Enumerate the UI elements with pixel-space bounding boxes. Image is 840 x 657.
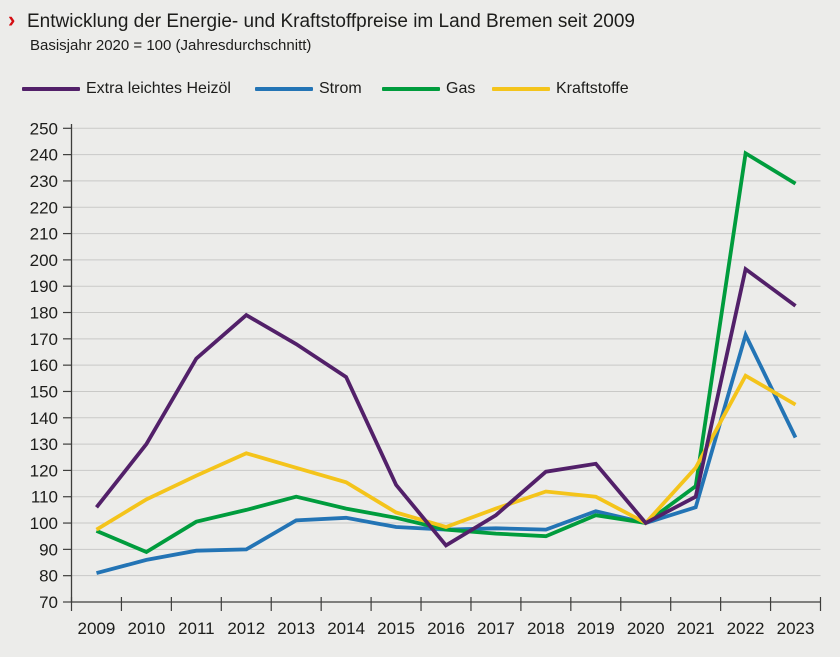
y-tick-label: 90 [39,540,58,559]
series-line-extra-leichtes-heiz-l [95,265,797,548]
legend-label: Kraftstoffe [556,80,629,97]
y-tick-label: 230 [30,172,58,191]
x-tick-label: 2016 [427,619,465,638]
x-tick-label: 2015 [377,619,415,638]
x-tick-label: 2014 [327,619,365,638]
x-tick-label: 2017 [477,619,515,638]
y-tick-label: 160 [30,356,58,375]
title-chevron-icon: › [8,7,16,32]
y-tick-label: 190 [30,277,58,296]
legend-line-icon [382,87,440,91]
x-tick-label: 2013 [277,619,315,638]
x-tick-label: 2019 [577,619,615,638]
y-tick-label: 220 [30,198,58,217]
y-tick-label: 150 [30,382,58,401]
series-line-strom [96,329,798,575]
chart-title: Entwicklung der Energie- und Kraftstoffp… [27,11,635,32]
x-tick-label: 2023 [777,619,815,638]
y-tick-label: 140 [30,409,58,428]
y-tick-label: 250 [30,119,58,138]
x-tick-label: 2009 [78,619,116,638]
legend-line-icon [492,87,550,91]
y-tick-label: 240 [30,146,58,165]
y-tick-label: 210 [30,225,58,244]
legend-line-icon [255,87,313,91]
y-tick-label: 120 [30,461,58,480]
y-tick-label: 180 [30,304,58,323]
y-tick-label: 110 [31,488,58,507]
y-tick-label: 130 [30,435,58,454]
series-line-gas [95,150,797,555]
y-tick-label: 170 [30,330,58,349]
x-tick-label: 2012 [227,619,265,638]
x-tick-label: 2018 [527,619,565,638]
x-tick-label: 2020 [627,619,665,638]
legend-label: Strom [319,80,362,97]
y-tick-label: 80 [39,567,58,586]
x-tick-label: 2010 [127,619,165,638]
legend-line-icon [22,87,80,91]
y-tick-label: 200 [30,251,58,270]
y-tick-label: 70 [39,593,58,612]
legend-label: Gas [446,80,476,97]
x-tick-label: 2021 [677,619,715,638]
chart-subtitle: Basisjahr 2020 = 100 (Jahresdurchschnitt… [30,37,312,54]
series-line-kraftstoffe [95,373,797,532]
x-tick-label: 2022 [727,619,765,638]
legend-label: Extra leichtes Heizöl [86,80,231,97]
legend: Extra leichtes Heizöl Strom Gas Kraftstoffe [0,78,840,100]
x-tick-label: 2011 [178,619,215,638]
y-tick-label: 100 [30,514,58,533]
